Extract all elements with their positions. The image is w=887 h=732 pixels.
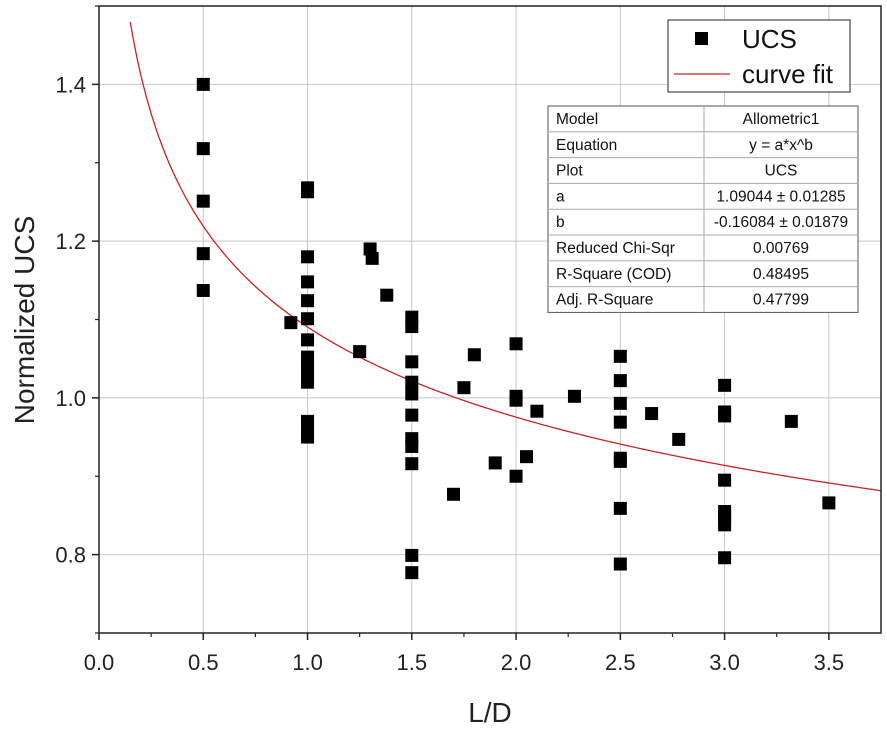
ucs-data-point	[613, 415, 627, 429]
fit-table-value: 0.48495	[753, 266, 809, 283]
fit-table-value: Allometric1	[743, 111, 820, 128]
ucs-data-point	[301, 375, 315, 389]
ucs-data-point	[405, 408, 419, 422]
fit-table-value: 1.09044 ± 0.01285	[716, 188, 845, 205]
ucs-data-point	[196, 247, 210, 261]
ucs-data-point	[196, 284, 210, 298]
fit-table-value: 0.00769	[753, 240, 809, 257]
legend: UCS curve fit	[667, 19, 851, 93]
ucs-data-point	[613, 557, 627, 571]
ucs-data-point	[509, 469, 523, 483]
x-tick-label: 2.5	[605, 650, 636, 675]
ucs-data-point	[613, 396, 627, 410]
curve-fit-line	[129, 21, 882, 492]
ucs-data-point	[196, 142, 210, 156]
y-tick-label: 1.2	[55, 229, 86, 254]
ucs-data-point	[488, 456, 502, 470]
ucs-data-point	[301, 294, 315, 308]
ucs-data-point	[509, 337, 523, 351]
plot-frame	[98, 5, 882, 634]
grid-lines	[99, 6, 881, 633]
x-tick-label: 1.0	[292, 650, 323, 675]
x-tick-label: 3.5	[814, 650, 845, 675]
ucs-data-point	[613, 349, 627, 363]
x-tick-label: 2.0	[501, 650, 532, 675]
ucs-data-point	[196, 77, 210, 91]
fit-table-value: 0.47799	[753, 292, 809, 309]
ucs-data-point	[530, 404, 544, 418]
fit-results-table: Model Allometric1 Equation y = a*x^b Plot UCS…	[547, 105, 859, 313]
legend-ucs-marker	[695, 32, 708, 45]
x-tick-label: 0.5	[188, 650, 219, 675]
ucs-data-point	[301, 430, 315, 444]
axis-ticks: 0.0 0.5 1.0 1.5 2.0 2.5 3.0 3.5 0.8 1.0 1.2 1.4	[55, 5, 845, 675]
fit-table-key: a	[556, 188, 565, 205]
fit-table-key: Adj. R-Square	[556, 292, 653, 309]
legend-ucs-label: UCS	[742, 24, 797, 54]
ucs-data-point	[301, 185, 315, 199]
x-tick-label: 0.0	[84, 650, 115, 675]
ucs-data-point	[284, 316, 298, 330]
ucs-data-point	[353, 345, 367, 359]
ucs-data-point	[447, 487, 461, 501]
fit-table-value: UCS	[765, 163, 798, 180]
ucs-data-point	[380, 288, 394, 302]
ucs-data-point	[718, 378, 732, 392]
ucs-data-point	[718, 518, 732, 532]
fit-table-key: Reduced Chi-Sqr	[556, 240, 675, 257]
ucs-data-point	[467, 348, 481, 362]
ucs-data-point	[784, 414, 798, 428]
fit-table-key: Model	[556, 111, 598, 128]
ucs-data-point	[645, 407, 659, 421]
ucs-data-point	[405, 566, 419, 580]
ucs-data-point	[405, 387, 419, 401]
ucs-data-point	[405, 457, 419, 471]
ucs-points-layer	[196, 77, 836, 580]
curve-fit-layer	[129, 21, 882, 492]
ucs-data-point	[301, 333, 315, 347]
ucs-data-point	[405, 439, 419, 453]
fit-table-key: b	[556, 214, 565, 231]
fit-table-key: R-Square (COD)	[556, 266, 671, 283]
ucs-data-point	[718, 473, 732, 487]
y-axis-title: Normalized UCS	[9, 216, 40, 425]
ucs-data-point	[613, 374, 627, 388]
ucs-data-point	[301, 275, 315, 289]
ucs-data-point	[718, 409, 732, 423]
ucs-data-point	[405, 355, 419, 369]
y-tick-label: 0.8	[55, 543, 86, 568]
fit-table-key: Plot	[556, 163, 583, 180]
ucs-data-point	[822, 496, 836, 510]
ucs-data-point	[405, 320, 419, 334]
y-tick-label: 1.0	[55, 386, 86, 411]
ucs-data-point	[365, 251, 379, 265]
ucs-data-point	[509, 393, 523, 407]
ucs-data-point	[405, 548, 419, 562]
ucs-data-point	[613, 454, 627, 468]
fit-table-key: Equation	[556, 137, 617, 154]
ucs-data-point	[405, 375, 419, 389]
fit-table-value: -0.16084 ± 0.01879	[714, 214, 848, 231]
x-tick-label: 1.5	[397, 650, 428, 675]
ucs-data-point	[301, 250, 315, 264]
ucs-data-point	[196, 194, 210, 208]
ucs-data-point	[301, 312, 315, 326]
ucs-data-point	[567, 389, 581, 403]
ucs-data-point	[718, 551, 732, 565]
x-axis-title: L/D	[468, 697, 512, 728]
y-tick-label: 1.4	[55, 72, 86, 97]
ucs-data-point	[457, 381, 471, 395]
x-tick-label: 3.0	[709, 650, 740, 675]
ucs-data-point	[672, 432, 686, 446]
ucs-data-point	[519, 450, 533, 464]
legend-curve-fit-label: curve fit	[742, 59, 834, 89]
fit-table-value: y = a*x^b	[749, 137, 813, 154]
ucs-data-point	[613, 501, 627, 515]
